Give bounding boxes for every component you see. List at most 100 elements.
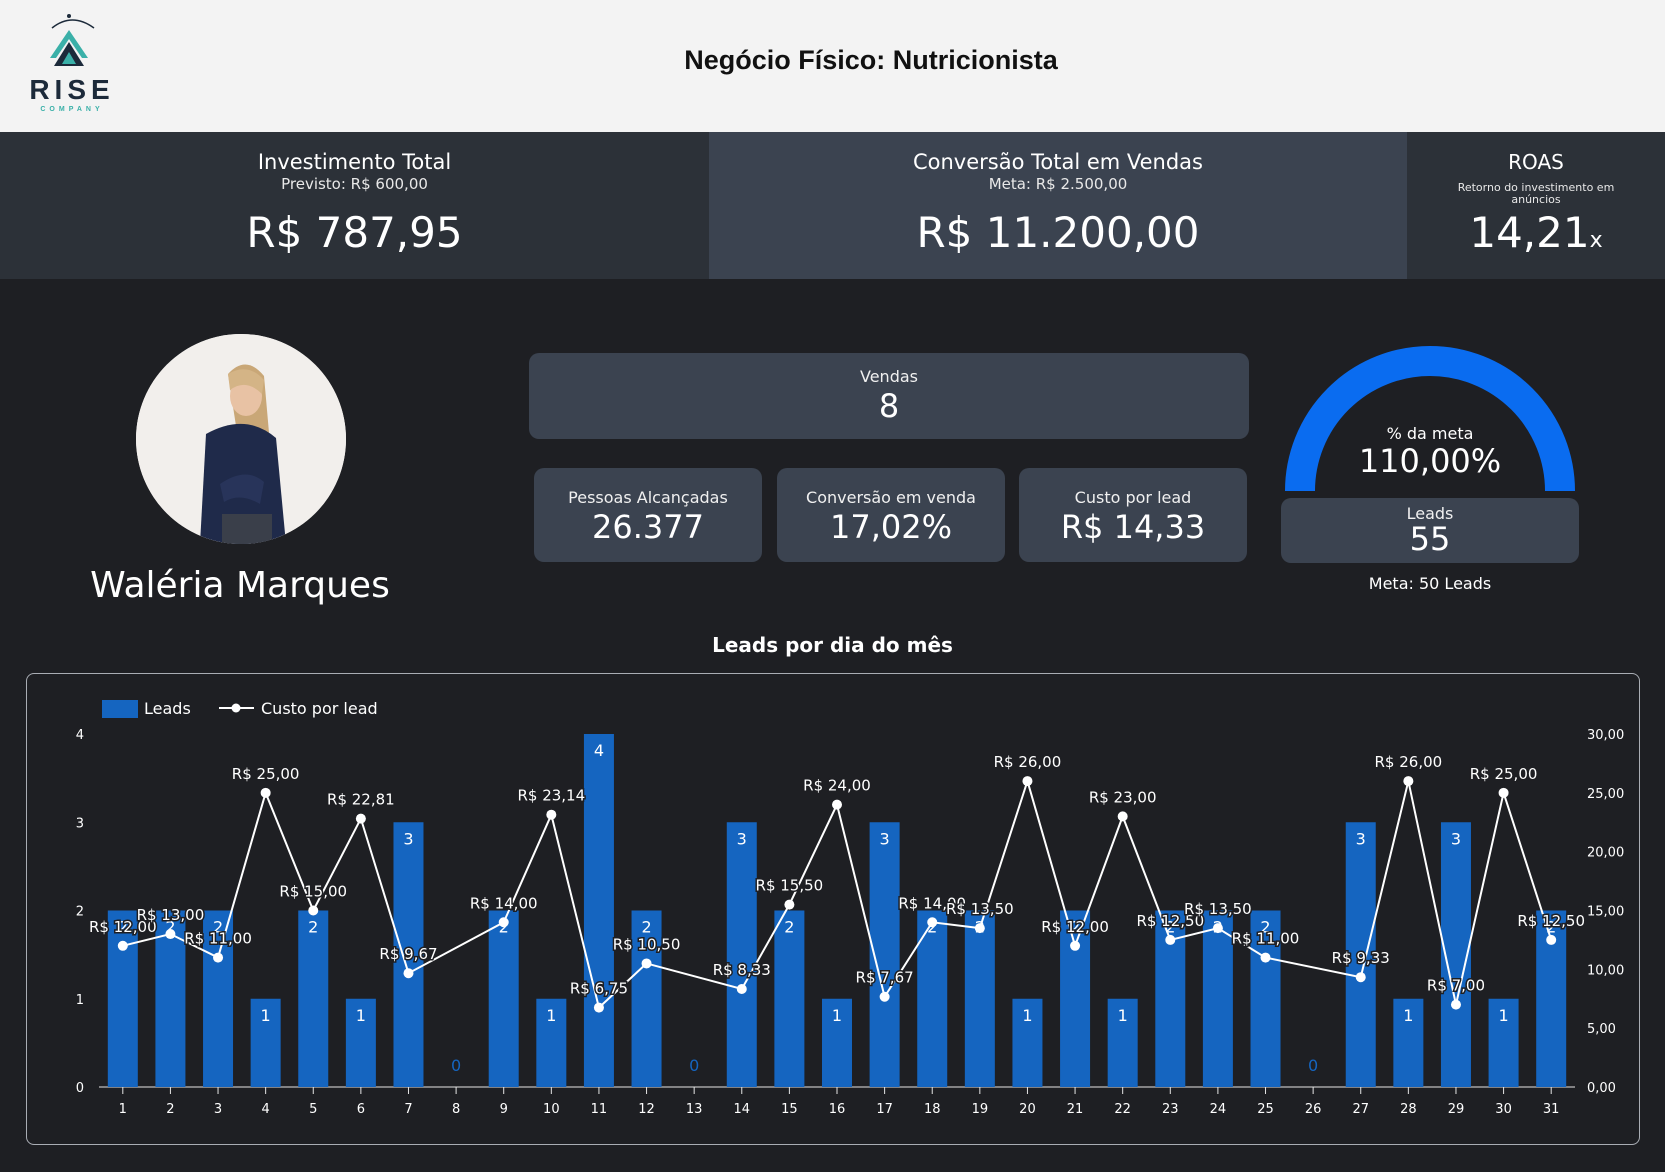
bar-value-label: 1	[1498, 1006, 1508, 1025]
point-custo-por-lead	[355, 813, 366, 824]
point-custo-por-lead	[498, 917, 509, 928]
kpi-sub: Retorno do investimento em anúncios	[1457, 181, 1615, 206]
leads-chart: Leads Custo por lead012340,005,0010,0015,…	[76, 699, 1625, 1117]
card-conversao-venda: Conversão em venda 17,02%	[777, 468, 1005, 562]
x-tick-label: 24	[1210, 1102, 1227, 1117]
bar-value-label: 1	[832, 1006, 842, 1025]
data-label-custo: R$ 15,50	[756, 877, 824, 895]
bar-value-label: 2	[118, 918, 128, 937]
bar-value-label: 4	[594, 741, 604, 760]
data-label-custo: R$ 25,00	[1470, 765, 1538, 783]
y-right-tick: 15,00	[1587, 905, 1624, 920]
point-custo-por-lead	[736, 983, 747, 994]
data-label-custo: R$ 23,00	[1089, 788, 1157, 806]
data-label-custo: R$ 6,75	[570, 980, 628, 998]
bar-leads	[203, 910, 234, 1087]
x-tick-label: 23	[1162, 1102, 1179, 1117]
bar-leads	[536, 998, 567, 1087]
x-tick-label: 14	[734, 1102, 751, 1117]
y-left-tick: 3	[76, 816, 84, 831]
data-label-custo: R$ 23,14	[517, 787, 585, 805]
gauge-track	[1285, 346, 1575, 492]
card-custo-por-lead: Custo por lead R$ 14,33	[1019, 468, 1247, 562]
x-tick-label: 26	[1305, 1102, 1322, 1117]
card-label: Vendas	[860, 367, 918, 386]
y-right-tick: 0,00	[1587, 1081, 1616, 1096]
point-custo-por-lead	[1165, 934, 1176, 945]
line-custo-por-lead	[122, 777, 1553, 1010]
logo-mark-icon	[50, 14, 95, 66]
bar-leads	[1488, 998, 1519, 1087]
rise-company-logo[interactable]: RISE COMPANY	[22, 14, 122, 118]
page-title: Negócio Físico: Nutricionista	[684, 45, 1058, 75]
x-tick-label: 5	[309, 1102, 317, 1117]
legend-label-custo: Custo por lead	[261, 699, 378, 718]
x-tick-label: 27	[1352, 1102, 1369, 1117]
kpi-value: R$ 11.200,00	[916, 208, 1200, 257]
bar-value-label: 2	[1546, 918, 1556, 937]
y-right-tick: 30,00	[1587, 728, 1624, 743]
y-right-tick: 5,00	[1587, 1022, 1616, 1037]
data-label-custo: R$ 13,50	[1184, 900, 1252, 918]
roas-number: 14,21	[1469, 208, 1590, 257]
point-custo-por-lead	[1403, 776, 1414, 787]
bar-leads	[298, 910, 329, 1087]
x-tick-label: 1	[119, 1102, 127, 1117]
bar-value-label: 0	[1308, 1056, 1318, 1075]
card-label: Leads	[1406, 504, 1454, 523]
x-tick-label: 7	[404, 1102, 412, 1117]
point-custo-por-lead	[1498, 787, 1509, 798]
bar-value-label: 2	[784, 918, 794, 937]
y-left-tick: 2	[76, 905, 84, 920]
x-tick-label: 12	[638, 1102, 655, 1117]
point-custo-por-lead	[1355, 972, 1366, 983]
point-custo-por-lead	[974, 923, 985, 934]
data-label-custo: R$ 11,00	[1232, 930, 1300, 948]
legend-label-leads: Leads	[144, 699, 191, 718]
point-custo-por-lead	[165, 929, 176, 940]
data-label-custo: R$ 7,00	[1427, 977, 1485, 995]
data-label-custo: R$ 9,33	[1332, 949, 1390, 967]
bar-value-label: 1	[261, 1006, 271, 1025]
bar-leads	[1345, 822, 1376, 1087]
point-custo-por-lead	[1212, 923, 1223, 934]
x-tick-label: 2	[166, 1102, 174, 1117]
point-custo-por-lead	[117, 940, 128, 951]
bar-value-label: 1	[546, 1006, 556, 1025]
y-left-tick: 4	[76, 728, 84, 743]
x-tick-label: 28	[1400, 1102, 1417, 1117]
y-right-tick: 20,00	[1587, 846, 1624, 861]
bar-value-label: 1	[356, 1006, 366, 1025]
bar-leads	[917, 910, 948, 1087]
bar-leads	[345, 998, 376, 1087]
data-label-custo: R$ 13,50	[946, 900, 1014, 918]
kpi-sub: Previsto: R$ 600,00	[281, 175, 428, 193]
point-custo-por-lead	[260, 787, 271, 798]
bar-leads	[1393, 998, 1424, 1087]
card-value: 26.377	[592, 508, 704, 546]
card-value: R$ 14,33	[1060, 508, 1206, 546]
x-tick-label: 6	[357, 1102, 365, 1117]
bar-leads	[964, 910, 995, 1087]
x-tick-label: 3	[214, 1102, 222, 1117]
bar-leads	[631, 910, 662, 1087]
point-custo-por-lead	[1117, 811, 1128, 822]
bar-value-label: 3	[880, 829, 890, 848]
bar-value-label: 2	[213, 918, 223, 937]
point-custo-por-lead	[641, 958, 652, 969]
point-custo-por-lead	[1546, 934, 1557, 945]
bar-leads	[1250, 910, 1281, 1087]
kpi-label: Investimento Total	[257, 150, 452, 174]
x-tick-label: 20	[1019, 1102, 1036, 1117]
data-label-custo: R$ 22,81	[327, 791, 395, 809]
x-tick-label: 13	[686, 1102, 703, 1117]
bar-value-label: 2	[165, 918, 175, 937]
data-label-custo: R$ 13,00	[137, 906, 205, 924]
data-label-custo: R$ 11,00	[184, 930, 252, 948]
point-custo-por-lead	[403, 968, 414, 979]
y-right-tick: 25,00	[1587, 787, 1624, 802]
kpi-value: 14,21x	[1407, 208, 1665, 257]
bar-value-label: 2	[1260, 918, 1270, 937]
bar-leads	[1012, 998, 1043, 1087]
point-custo-por-lead	[1070, 940, 1081, 951]
